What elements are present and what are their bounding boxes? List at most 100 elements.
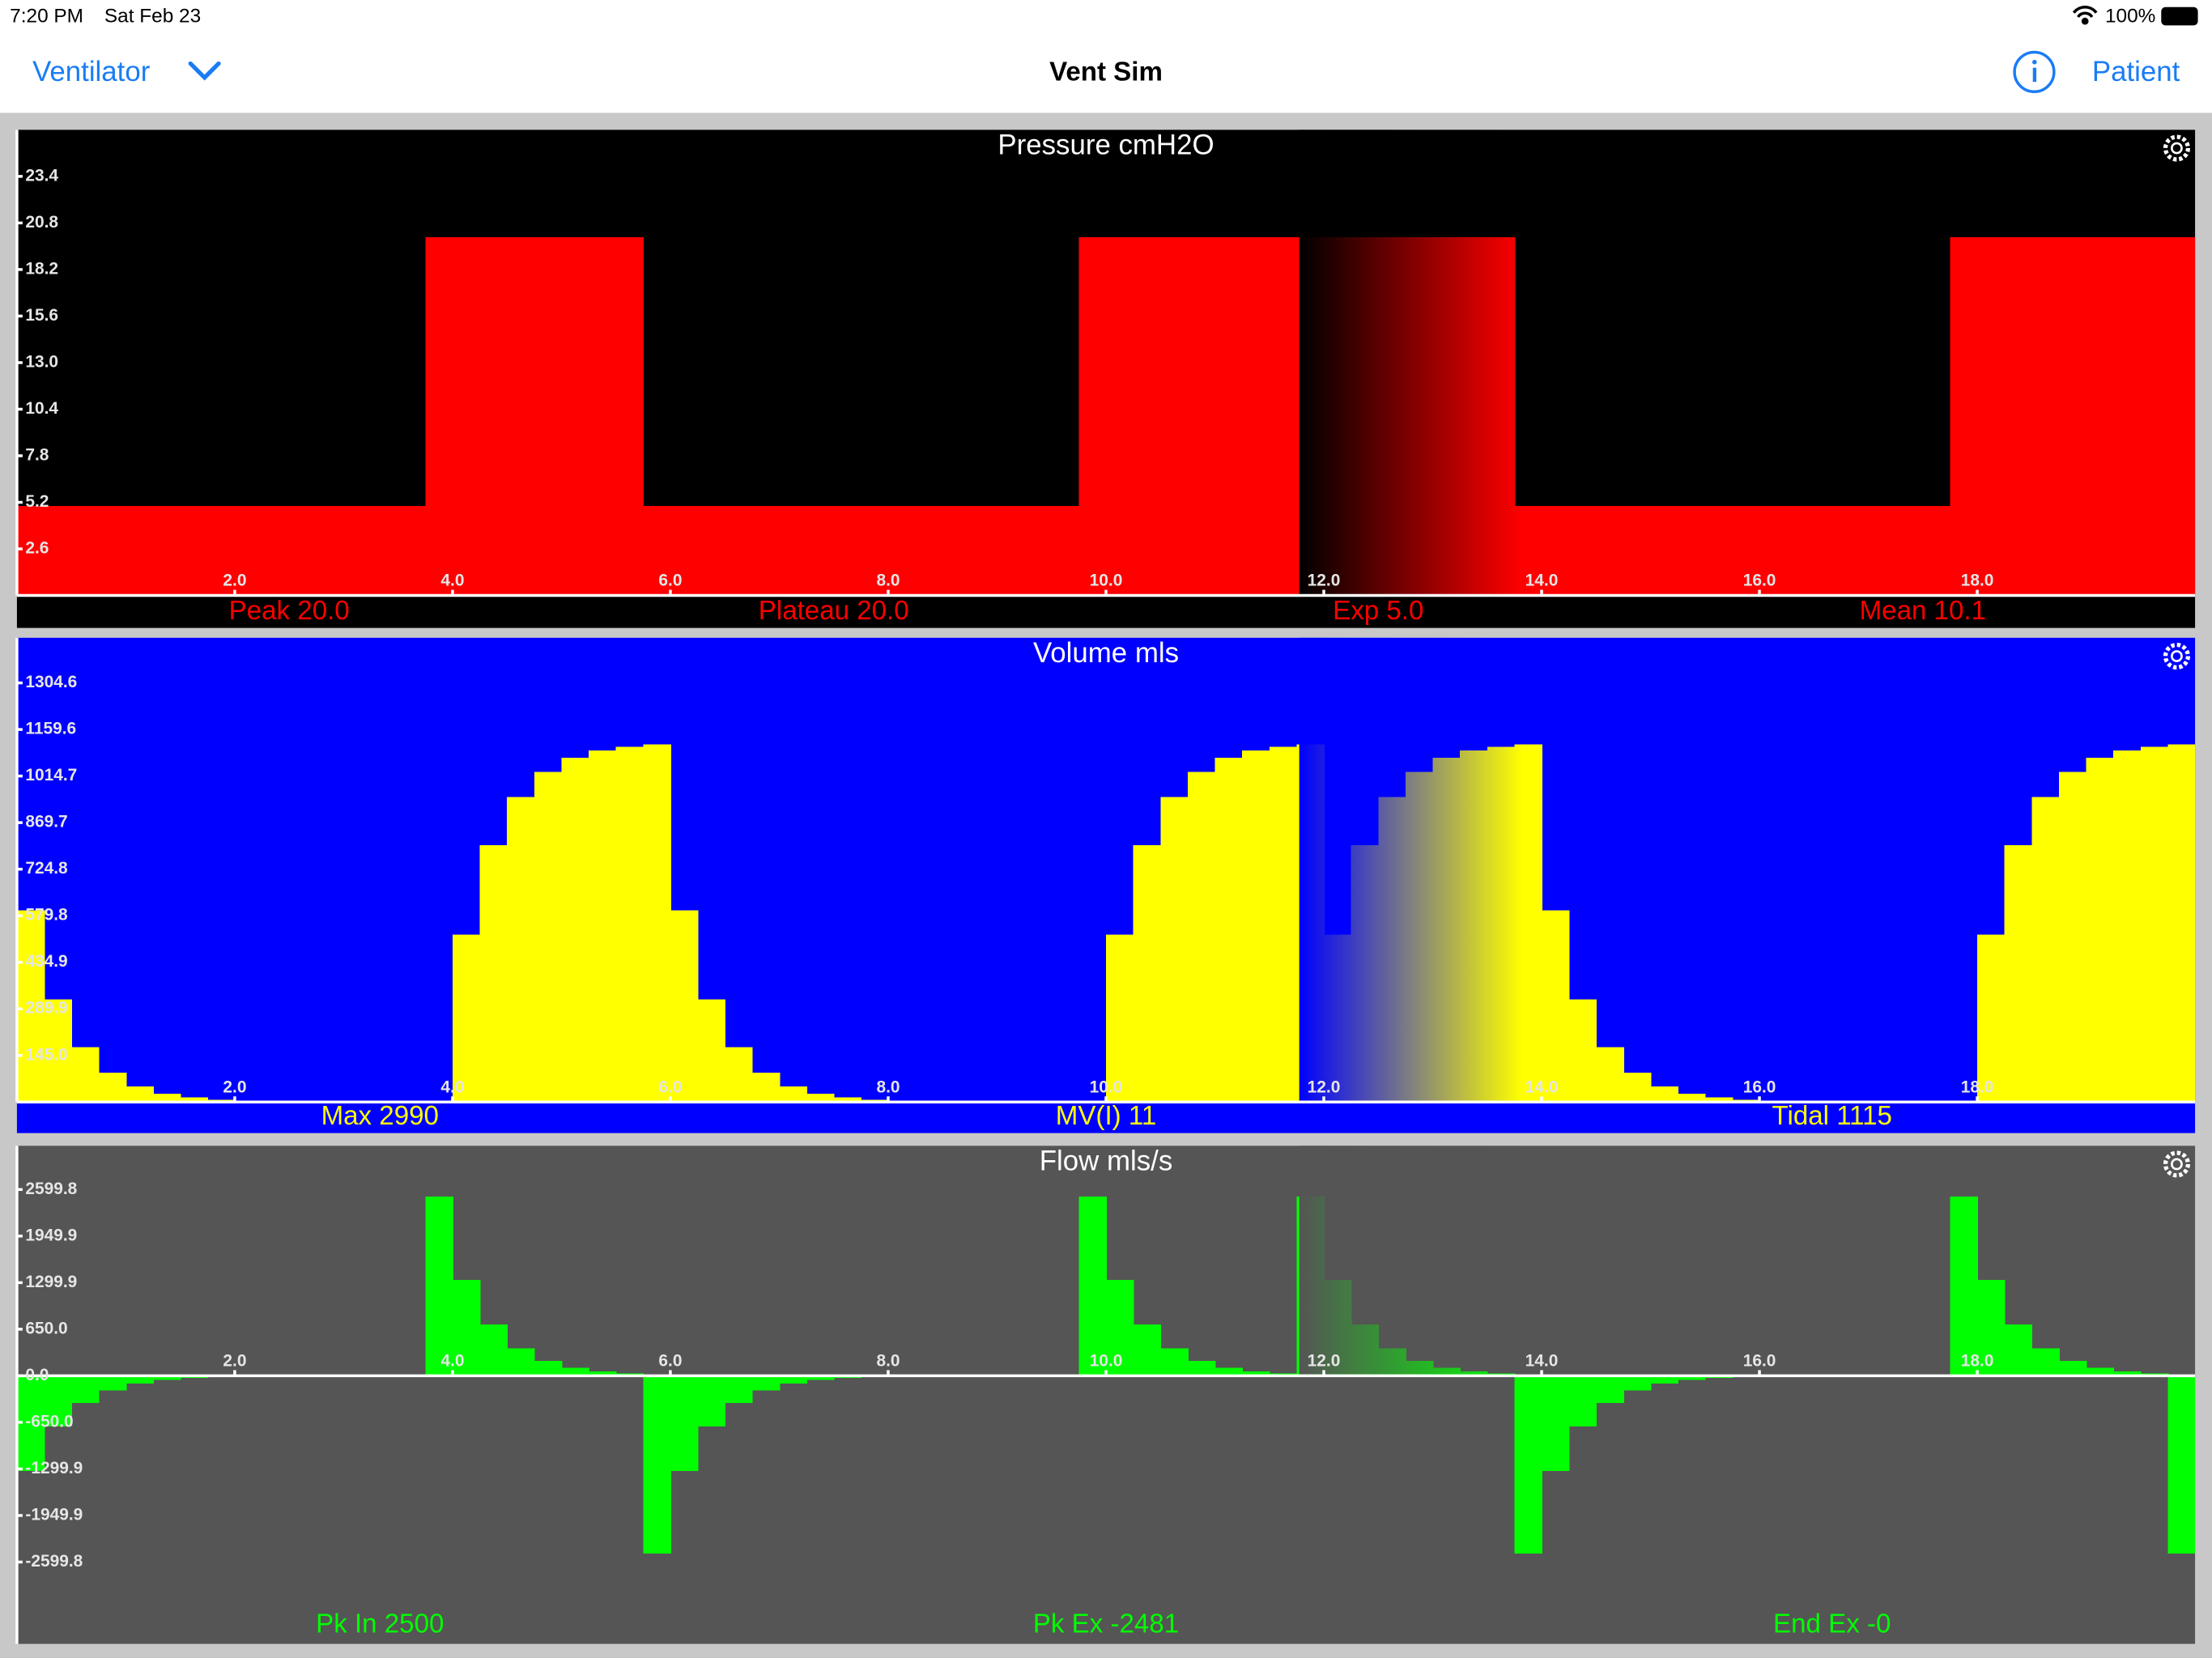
waveform-bar (915, 505, 944, 596)
waveform-bar (2086, 758, 2115, 1103)
stat-label: MV(I) 11 (1056, 1101, 1156, 1131)
waveform-bar (44, 1375, 73, 1427)
waveform-bar (615, 746, 644, 1103)
waveform-bar (479, 237, 508, 596)
nav-right-button[interactable]: Patient (2092, 56, 2180, 87)
x-tick-label: 12.0 (1308, 1351, 1341, 1370)
waveform-bar (44, 505, 73, 596)
chart-title: Volume mls (1033, 637, 1179, 669)
waveform-bar (1542, 910, 1570, 1103)
waveform-bar (1214, 1367, 1244, 1376)
waveform-bar (534, 772, 563, 1103)
waveform-bar (1868, 505, 1897, 596)
waveform-bar (1650, 1375, 1679, 1384)
gear-outer (2163, 134, 2190, 162)
chart-title: Pressure cmH2O (998, 129, 1214, 160)
x-tick-label: 6.0 (658, 1351, 682, 1370)
sweep-fade (1299, 130, 1522, 596)
nav-title: Vent Sim (1049, 57, 1163, 87)
waveform-bar (507, 1348, 535, 1376)
waveform-bar (316, 505, 345, 596)
y-tick-label: 1949.9 (25, 1226, 77, 1244)
x-tick-label: 4.0 (440, 1078, 464, 1096)
waveform-bar (507, 237, 535, 596)
waveform-bar (1514, 1375, 1542, 1554)
waveform-bar (1650, 1086, 1679, 1103)
waveform-bar (1596, 505, 1624, 596)
y-tick-label: 434.9 (25, 952, 67, 971)
dropdown-chevron[interactable] (188, 61, 221, 81)
stats-strip (16, 595, 2196, 628)
waveform-bar (1542, 505, 1570, 596)
waveform-bar (1133, 237, 1162, 596)
settings-button[interactable] (2163, 134, 2190, 162)
waveform-bar (1187, 1361, 1216, 1376)
waveform-bar (425, 237, 453, 596)
waveform-bar (1623, 505, 1652, 596)
overlay: 2.6 5.2 7.8 10.4 13.0 15.6 18.2 20.8 23.4 2.0 4.0 6… (15, 129, 2196, 1644)
stat-label: Exp 5.0 (1333, 596, 1423, 626)
waveform-bar (2113, 750, 2142, 1103)
y-tick-label: 2599.8 (25, 1180, 77, 1198)
waveform-bar (643, 1375, 671, 1554)
x-tick-label: 8.0 (876, 1078, 900, 1096)
status-battery: 100% (2105, 5, 2155, 27)
waveform-bar (1024, 505, 1053, 596)
stats-strip (16, 1102, 2196, 1133)
waveform-bar (1678, 1093, 1706, 1103)
gear-outer (2163, 642, 2190, 670)
waveform-bar (1568, 999, 1597, 1103)
waveform-bar (1596, 1047, 1624, 1103)
waveform-bar (2167, 1375, 2196, 1554)
y-tick-label: 869.7 (25, 813, 67, 831)
y-tick-label: 13.0 (25, 352, 58, 371)
waveform-bar (180, 1097, 209, 1103)
waveform-bar (670, 1375, 699, 1471)
waveform-bar (2113, 1371, 2142, 1376)
waveform-bar (289, 505, 317, 596)
waveform-bar (1133, 845, 1162, 1103)
waveform-bar (697, 999, 726, 1103)
charts (16, 130, 2196, 1644)
nav-left-button[interactable]: Ventilator (32, 56, 151, 87)
waveform-bar (1623, 1073, 1652, 1103)
y-tick-label: 1159.6 (25, 720, 76, 738)
gear-inner (2171, 142, 2183, 155)
waveform-bar (2167, 237, 2196, 596)
waveform-bar (1160, 797, 1189, 1103)
waveform-bar (1187, 237, 1216, 596)
x-tick-label: 2.0 (223, 1078, 246, 1096)
waveform-bar (643, 505, 671, 596)
stat-label: End Ex -0 (1773, 1609, 1891, 1639)
waveform-bar (534, 237, 563, 596)
x-tick-label: 8.0 (876, 572, 900, 590)
waveform-bar (589, 750, 617, 1103)
waveform-bar (779, 1375, 807, 1384)
gear-inner (2171, 1158, 2183, 1171)
waveform-bar (1840, 505, 1870, 596)
x-tick-label: 18.0 (1961, 1078, 1994, 1096)
waveform-bar (343, 505, 372, 596)
stat-label: Tidal 1115 (1772, 1101, 1891, 1131)
waveform-bar (643, 744, 671, 1103)
x-tick-label: 16.0 (1743, 1351, 1776, 1370)
settings-button[interactable] (2163, 642, 2190, 670)
waveform-bar (1977, 237, 2006, 596)
stat-label: Max 2990 (321, 1101, 439, 1131)
waveform-bar (725, 1047, 753, 1103)
waveform-bar (1678, 505, 1706, 596)
x-tick-label: 16.0 (1743, 1078, 1776, 1096)
waveform-bar (833, 1097, 862, 1103)
y-tick-label: -1949.9 (25, 1505, 83, 1524)
waveform-bar (452, 1279, 481, 1376)
waveform-bar (697, 505, 726, 596)
waveform-bar (751, 505, 781, 596)
settings-button[interactable] (2163, 1150, 2190, 1178)
stat-label: Plateau 20.0 (759, 596, 909, 626)
waveform-bar (589, 237, 617, 596)
waveform-bar (1568, 1375, 1597, 1427)
x-tick-label: 10.0 (1090, 1351, 1123, 1370)
y-tick-label: 1304.6 (25, 673, 77, 691)
y-tick-label: 289.9 (25, 999, 67, 1018)
info-button[interactable] (2013, 50, 2056, 94)
